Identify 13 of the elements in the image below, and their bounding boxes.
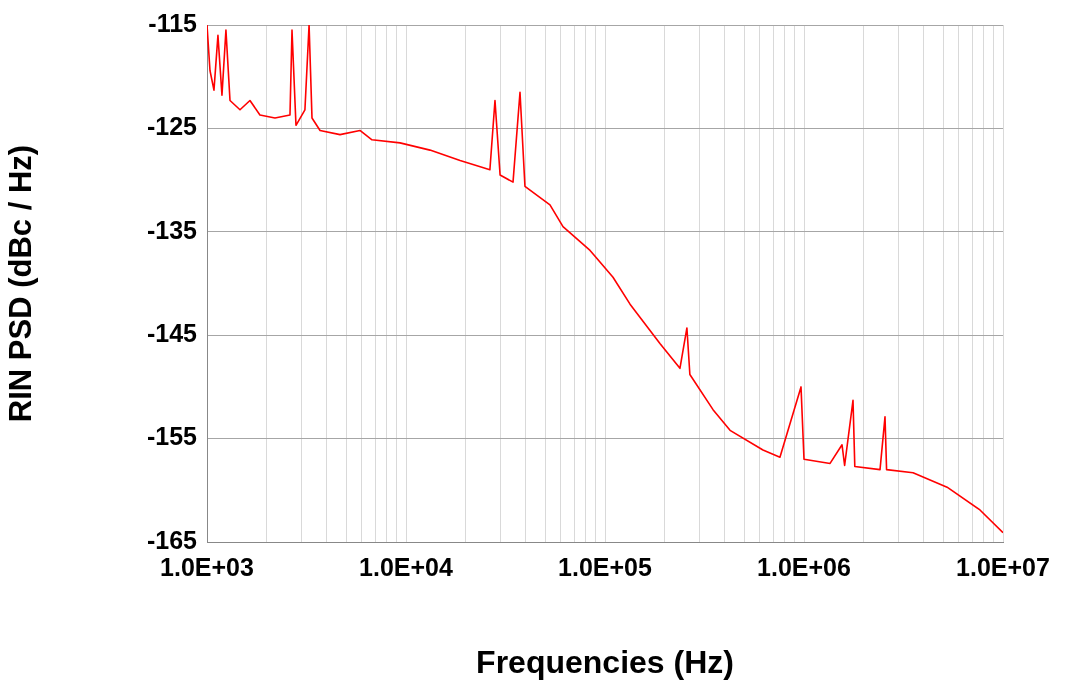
y-tick-label: -145 (146, 319, 198, 348)
x-tick-label: 1.0E+07 (956, 552, 1050, 581)
x-axis-title: Frequencies (Hz) (476, 643, 734, 680)
y-tick-label: -125 (146, 112, 198, 141)
x-tick-label: 1.0E+03 (160, 552, 254, 581)
x-tick-label: 1.0E+05 (558, 552, 653, 581)
y-axis-title: RIN PSD (dBc / Hz) (3, 144, 39, 423)
y-tick-label: -165 (146, 525, 198, 554)
y-tick-label: -135 (146, 215, 198, 244)
x-tick-label: 1.0E+06 (757, 552, 851, 581)
y-tick-label: -155 (146, 422, 198, 451)
x-tick-label: 1.0E+04 (359, 552, 454, 581)
y-tick-label: -115 (148, 8, 198, 37)
